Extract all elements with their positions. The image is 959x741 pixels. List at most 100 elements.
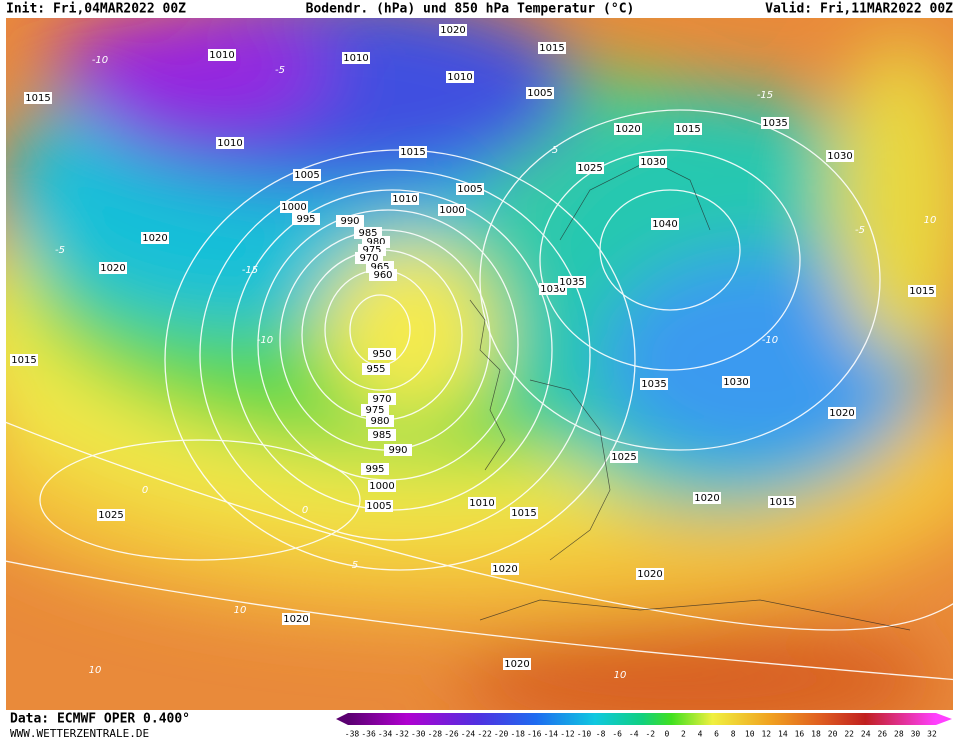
isobar-label: 1030 (540, 284, 565, 295)
colorbar-tick-label: -30 (411, 730, 426, 739)
colorbar-tick-label: 12 (761, 730, 771, 739)
colorbar-tick-label: -28 (428, 730, 443, 739)
colorbar-tick-label: 14 (778, 730, 788, 739)
isobar-label-box (369, 269, 397, 281)
isobar-label: 1015 (675, 124, 700, 135)
isobar-label-box (640, 378, 668, 390)
isobar-label-box (342, 52, 370, 64)
isobar-label: 1015 (511, 508, 536, 519)
isobar-label-box (391, 193, 419, 205)
isobar-label-box (141, 232, 169, 244)
colorbar-tick-label: 30 (911, 730, 921, 739)
data-source: Data: ECMWF OPER 0.400° (10, 712, 190, 727)
isobar-label-box (639, 156, 667, 168)
colorbar-tick-label: -38 (345, 730, 360, 739)
isobar-label: 995 (365, 464, 384, 475)
isobar-label-box (610, 451, 638, 463)
isobar-label: 1020 (492, 564, 517, 575)
isobar-label: 1010 (469, 498, 494, 509)
colorbar-tick-label: -24 (461, 730, 476, 739)
colorbar-tick-label: 4 (698, 730, 703, 739)
isobar-label: 1020 (100, 263, 125, 274)
isobar-label-box (216, 137, 244, 149)
isobar-label: 1015 (769, 497, 794, 508)
isobar-label-box (439, 24, 467, 36)
isobar-label-box (761, 117, 789, 129)
isobar-label-box (384, 444, 412, 456)
isobar-label: 1035 (641, 379, 666, 390)
colorbar-low-arrow (336, 713, 348, 725)
temperature-label: -5 (275, 65, 285, 76)
isobar-label-box (368, 348, 396, 360)
temperature-label: -10 (257, 335, 273, 346)
header-bar (0, 0, 959, 18)
isobar-label-box (10, 354, 38, 366)
isobar-label-box (208, 49, 236, 61)
isobar-label-box (368, 480, 396, 492)
temperature-label: 10 (924, 215, 937, 226)
colorbar-tick-label: 6 (714, 730, 719, 739)
temperature-label: 10 (234, 605, 247, 616)
isobar-label: 1025 (577, 163, 602, 174)
isobar-label: 1030 (723, 377, 748, 388)
colorbar-tick-label: -18 (510, 730, 525, 739)
isobar-label: 1000 (439, 205, 464, 216)
temperature-label: -15 (757, 90, 773, 101)
temperature-label: -10 (762, 335, 778, 346)
isobar-label-box (503, 658, 531, 670)
isobar-label-box (292, 213, 320, 225)
isobar-label: 1005 (366, 501, 391, 512)
colorbar-tick-label: -20 (494, 730, 509, 739)
isobar-label: 1020 (829, 408, 854, 419)
isobar-label: 1005 (294, 170, 319, 181)
colorbar-tick-label: 28 (894, 730, 904, 739)
isobar-label-box (368, 429, 396, 441)
isobar-label: 1010 (343, 53, 368, 64)
isobar-label-box (826, 150, 854, 162)
isobar-label-box (399, 146, 427, 158)
isobar-label-box (538, 42, 566, 54)
colorbar-tick-label: 24 (861, 730, 871, 739)
temperature-label: -10 (92, 55, 108, 66)
isobar-label-box (491, 563, 519, 575)
isobar-label: 1035 (762, 118, 787, 129)
isobar-label: 1025 (98, 510, 123, 521)
isobar-label-box (674, 123, 702, 135)
colorbar-tick-label: 26 (877, 730, 887, 739)
colorbar-tick-label: 32 (927, 730, 937, 739)
valid-time: Valid: Fri,11MAR2022 00Z (765, 2, 953, 17)
isobar-label: 1035 (559, 277, 584, 288)
isobar-label: 1040 (652, 219, 677, 230)
colorbar-tick-label: -2 (645, 730, 655, 739)
colorbar-tick-label: 16 (795, 730, 805, 739)
colorbar-tick-label: -26 (444, 730, 459, 739)
isobar-label-box (558, 276, 586, 288)
isobar-label-box (368, 393, 396, 405)
temperature-label: 10 (614, 670, 627, 681)
isobar-label: 1020 (283, 614, 308, 625)
colorbar-tick-label: -22 (477, 730, 492, 739)
isobar-label-box (336, 215, 364, 227)
isobar-label: 1030 (827, 151, 852, 162)
isobar-label: 1010 (209, 50, 234, 61)
isobar-label-box (24, 92, 52, 104)
temperature-label: -5 (55, 245, 65, 256)
isobar-label: 990 (388, 445, 407, 456)
isobar-label-box (828, 407, 856, 419)
isobar-label-box (361, 404, 389, 416)
isobar-label-box (280, 201, 308, 213)
isobar-label-box (361, 463, 389, 475)
temperature-label: -15 (242, 265, 258, 276)
isobar-label: 985 (358, 228, 377, 239)
isobar-label: 1015 (11, 355, 36, 366)
isobar-label: 1030 (640, 157, 665, 168)
isobar-label: 960 (373, 270, 392, 281)
isobar-label-box (468, 497, 496, 509)
colorbar (348, 713, 936, 725)
isobar-label-box (614, 123, 642, 135)
isobar-label-box (576, 162, 604, 174)
colorbar-tick-label: -10 (577, 730, 592, 739)
isobar-label: 1015 (400, 147, 425, 158)
temperature-label: 0 (142, 485, 148, 496)
isobar-label: 950 (372, 349, 391, 360)
